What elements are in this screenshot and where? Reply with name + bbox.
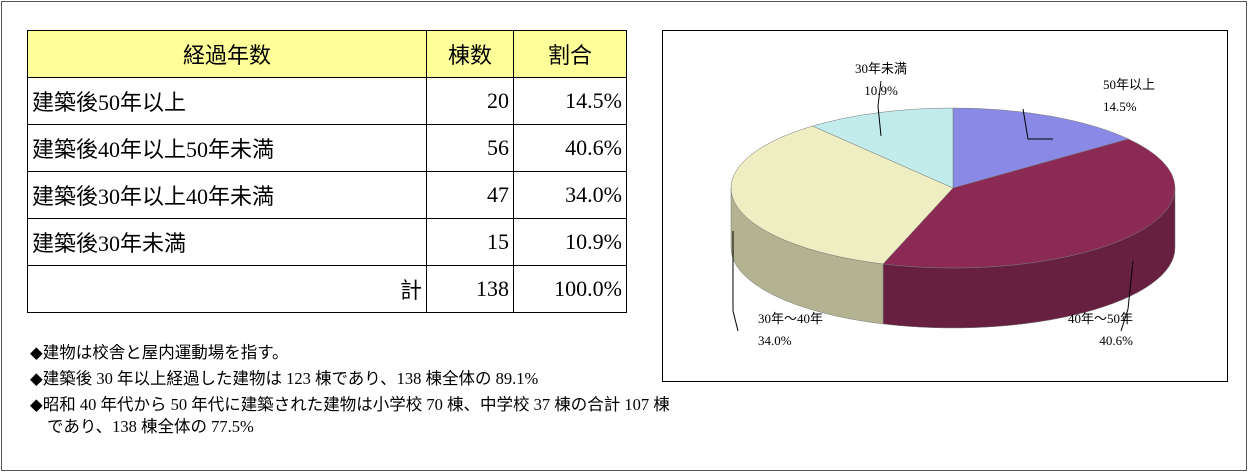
notes: ◆建物は校舎と屋内運動場を指す。 ◆建築後 30 年以上経過した建物は 123 棟…	[30, 342, 670, 442]
leader-line	[732, 231, 739, 332]
pie-slice	[882, 138, 1176, 269]
table-cell: 10.9%	[513, 218, 627, 266]
table-cell: 56	[426, 124, 514, 172]
chart: 50年以上 14.5% 40年～50年 40.6% 30年～40年 34.0% 30年未満 1…	[662, 30, 1228, 382]
table-row: 計 138 100.0%	[27, 265, 627, 313]
table-row: 建築後30年以上40年未満 47 34.0%	[27, 171, 627, 219]
pie-label: 40年～50年	[1068, 311, 1133, 326]
header-cell: 割合	[513, 30, 627, 78]
table-cell: 計	[27, 265, 427, 313]
pie-slice	[730, 125, 954, 265]
table-row: 建築後40年以上50年未満 56 40.6%	[27, 124, 627, 172]
pie-value-label: 34.0%	[758, 333, 792, 348]
pie-value-label: 40.6%	[1099, 333, 1133, 348]
note: ◆建物は校舎と屋内運動場を指す。	[30, 343, 289, 362]
table-cell: 15	[426, 218, 514, 266]
table-cell: 47	[426, 171, 514, 219]
table-cell: 34.0%	[513, 171, 627, 219]
leader-line	[877, 80, 882, 137]
note: ◆昭和 40 年代から 50 年代に建築された建物は小学校 70 棟、中学校 3…	[30, 395, 670, 436]
table-cell: 40.6%	[513, 124, 627, 172]
table-cell: 建築後30年未満	[27, 218, 427, 266]
table-cell: 建築後50年以上	[27, 77, 427, 125]
pie-label: 50年以上	[1103, 77, 1155, 92]
table-row: 建築後30年未満 15 10.9%	[27, 218, 627, 266]
header-cell: 経過年数	[27, 30, 427, 78]
pie-label: 30年未満	[855, 61, 907, 76]
leader-line	[1120, 260, 1134, 332]
table-cell: 建築後40年以上50年未満	[27, 124, 427, 172]
pie-value-label: 14.5%	[1103, 99, 1137, 114]
pie-slice	[952, 107, 1130, 189]
pie-label: 30年～40年	[758, 311, 823, 326]
table-cell: 14.5%	[513, 77, 627, 125]
table-cell: 138	[426, 265, 514, 313]
note: ◆建築後 30 年以上経過した建物は 123 棟であり、138 棟全体の 89.…	[30, 369, 539, 388]
table-cell: 100.0%	[513, 265, 627, 313]
table-cell: 建築後30年以上40年未満	[27, 171, 427, 219]
pie-value-label: 10.9%	[864, 83, 898, 98]
leader-line	[1022, 108, 1053, 140]
table-cell: 20	[426, 77, 514, 125]
header-cell: 棟数	[426, 30, 514, 78]
table: 経過年数 棟数 割合 建築後50年以上 20 14.5% 建築後40年以上50年未満 56 4…	[27, 30, 627, 313]
table-row: 建築後50年以上 20 14.5%	[27, 77, 627, 125]
